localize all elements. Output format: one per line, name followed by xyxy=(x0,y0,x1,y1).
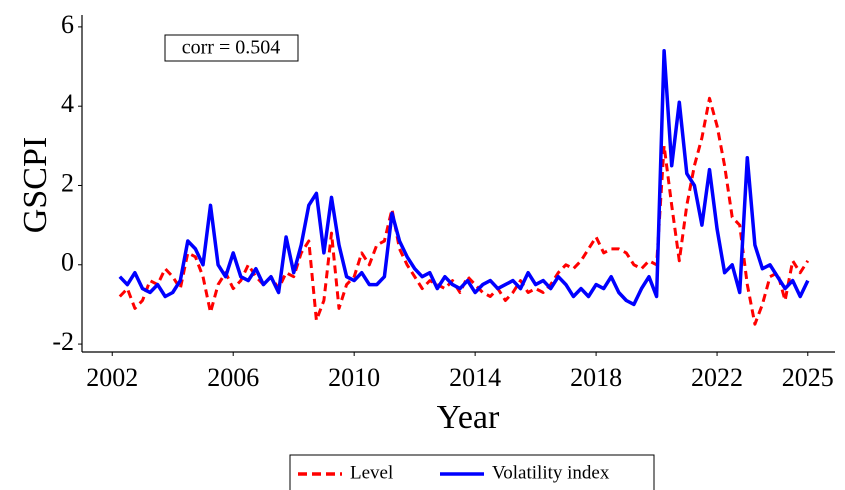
y-tick-label: 4 xyxy=(61,89,74,118)
x-tick-label: 2014 xyxy=(449,363,501,392)
legend-label: Volatility index xyxy=(492,462,610,483)
x-tick-label: 2018 xyxy=(570,363,622,392)
annotation: corr = 0.504 xyxy=(182,37,280,59)
y-tick-label: 2 xyxy=(61,168,74,197)
x-tick-label: 2010 xyxy=(328,363,380,392)
y-tick-label: 6 xyxy=(61,10,74,39)
y-axis-label: GSCPI xyxy=(17,137,54,233)
y-tick-label: -2 xyxy=(52,327,74,356)
x-axis-label: Year xyxy=(437,399,500,436)
y-tick-label: 0 xyxy=(61,248,74,277)
x-tick-label: 2022 xyxy=(691,363,743,392)
x-tick-label: 2025 xyxy=(782,363,834,392)
annotation-box xyxy=(164,34,299,62)
x-tick-label: 2006 xyxy=(207,363,259,392)
series-line xyxy=(118,48,810,307)
legend-label: Level xyxy=(350,462,393,483)
x-tick-label: 2002 xyxy=(86,363,138,392)
